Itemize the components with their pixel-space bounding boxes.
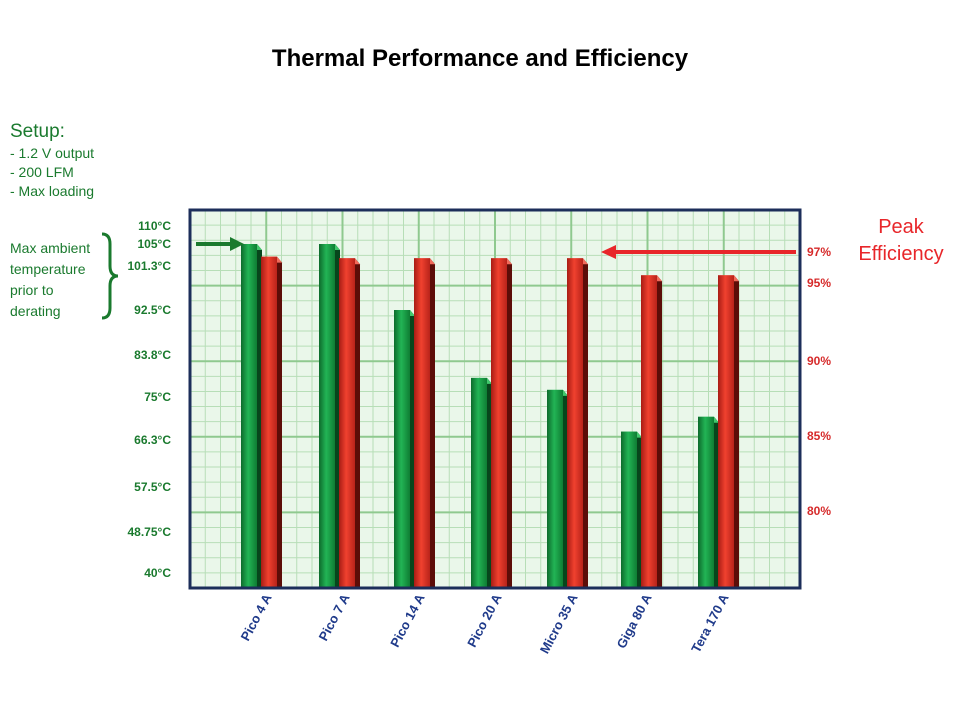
efficiency-tick-label: 95% [807,276,831,290]
efficiency-bar [491,258,507,588]
temperature-tick-label: 57.5°C [134,480,171,494]
temperature-bar [394,310,410,588]
temperature-bar [621,432,637,588]
category-label: Pico 20 A [464,591,505,650]
efficiency-bar-side [734,275,739,588]
efficiency-bar-side [430,258,435,588]
efficiency-bar [261,257,277,588]
efficiency-tick-label: 90% [807,354,831,368]
efficiency-bar-side [583,258,588,588]
temperature-tick-label: 92.5°C [134,303,171,317]
efficiency-bar [641,275,657,588]
efficiency-bar [339,258,355,588]
category-label: Pico 7 A [316,591,353,643]
efficiency-tick-label: 85% [807,429,831,443]
efficiency-tick-label: 97% [807,245,831,259]
efficiency-bar [567,258,583,588]
temperature-tick-label: 40°C [144,566,171,580]
efficiency-bar-side [277,257,282,588]
category-label: Pico 14 A [387,591,428,650]
efficiency-bar-side [507,258,512,588]
derating-brace [102,234,118,318]
temperature-tick-label: 105°C [138,237,172,251]
category-label: Giga 80 A [613,591,654,651]
category-label: Tera 170 A [688,591,732,655]
temperature-bar [319,244,335,588]
temperature-tick-label: 110°C [138,219,171,233]
temperature-tick-label: 48.75°C [128,525,172,539]
temperature-bar [547,390,563,588]
temperature-bar [698,417,714,588]
efficiency-bar [414,258,430,588]
temperature-tick-label: 75°C [144,390,171,404]
temperature-tick-label: 101.3°C [128,259,172,273]
temperature-tick-label: 66.3°C [134,433,171,447]
category-label: Micro 35 A [537,591,581,656]
temperature-bar [471,378,487,588]
temperature-bar [241,244,257,588]
temperature-tick-label: 83.8°C [134,348,171,362]
efficiency-tick-label: 80% [807,504,831,518]
efficiency-bar [718,275,734,588]
efficiency-bar-side [657,275,662,588]
efficiency-bar-side [355,258,360,588]
category-label: Pico 4 A [238,591,275,643]
